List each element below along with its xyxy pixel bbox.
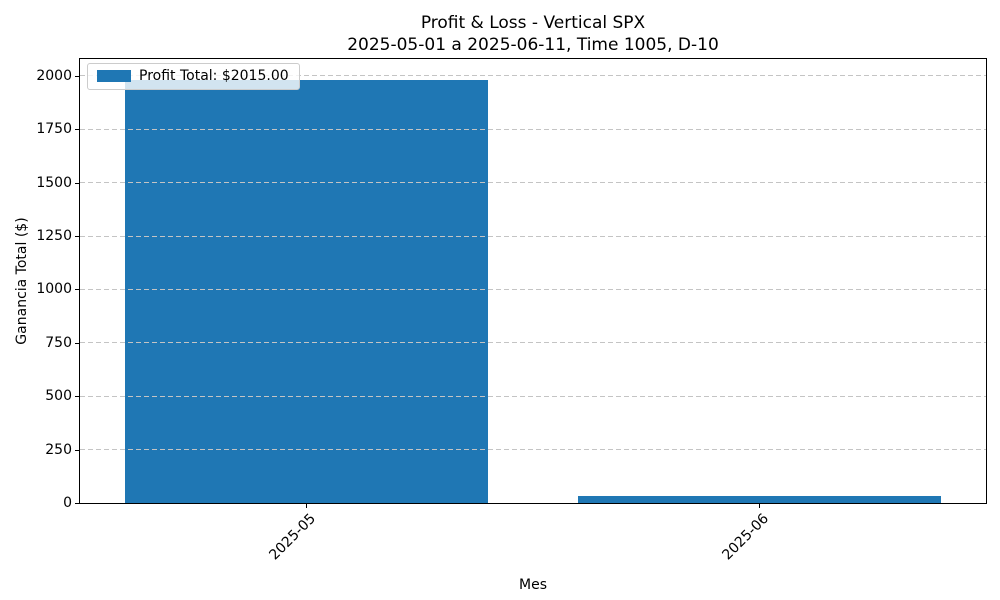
chart-title-line1: Profit & Loss - Vertical SPX (420, 13, 646, 33)
ytick-mark-500 (75, 396, 79, 398)
ytick-label-1500: 1500 (36, 174, 72, 191)
gridline-y-2000 (80, 75, 986, 77)
gridline-y-1250 (80, 235, 986, 237)
ytick-label-2000: 2000 (36, 67, 72, 84)
ytick-label-1000: 1000 (36, 281, 72, 298)
ytick-mark-1250 (75, 236, 79, 238)
bar-2025-05 (125, 80, 488, 503)
gridline-y-1750 (80, 128, 986, 130)
gridline-y-250 (80, 449, 986, 451)
ytick-mark-1500 (75, 182, 79, 184)
chart-title-line2: 2025-05-01 a 2025-06-11, Time 1005, D-10 (347, 35, 719, 55)
ytick-mark-1000 (75, 289, 79, 291)
ytick-mark-750 (75, 342, 79, 344)
ytick-mark-1750 (75, 129, 79, 131)
bar-2025-06 (578, 495, 941, 503)
ytick-label-500: 500 (45, 388, 72, 405)
ytick-label-750: 750 (45, 334, 72, 351)
ytick-label-1250: 1250 (36, 228, 72, 245)
ytick-label-1750: 1750 (36, 121, 72, 138)
xtick-mark-2025-06 (759, 504, 760, 508)
legend-swatch (97, 70, 131, 82)
gridline-y-1000 (80, 288, 986, 290)
chart-title: Profit & Loss - Vertical SPX 2025-05-01 … (79, 12, 987, 56)
legend-label: Profit Total: $2015.00 (139, 68, 289, 84)
ytick-mark-250 (75, 449, 79, 451)
x-axis-label: Mes (519, 577, 547, 593)
legend: Profit Total: $2015.00 (87, 63, 300, 90)
gridline-y-750 (80, 342, 986, 344)
plot-area: Profit Total: $2015.00 (79, 58, 987, 504)
gridline-y-500 (80, 395, 986, 397)
ytick-label-250: 250 (45, 441, 72, 458)
gridline-y-1500 (80, 182, 986, 184)
ytick-mark-0 (75, 503, 79, 504)
xtick-mark-2025-05 (306, 504, 307, 508)
ytick-mark-2000 (75, 75, 79, 77)
ytick-label-0: 0 (63, 495, 72, 511)
